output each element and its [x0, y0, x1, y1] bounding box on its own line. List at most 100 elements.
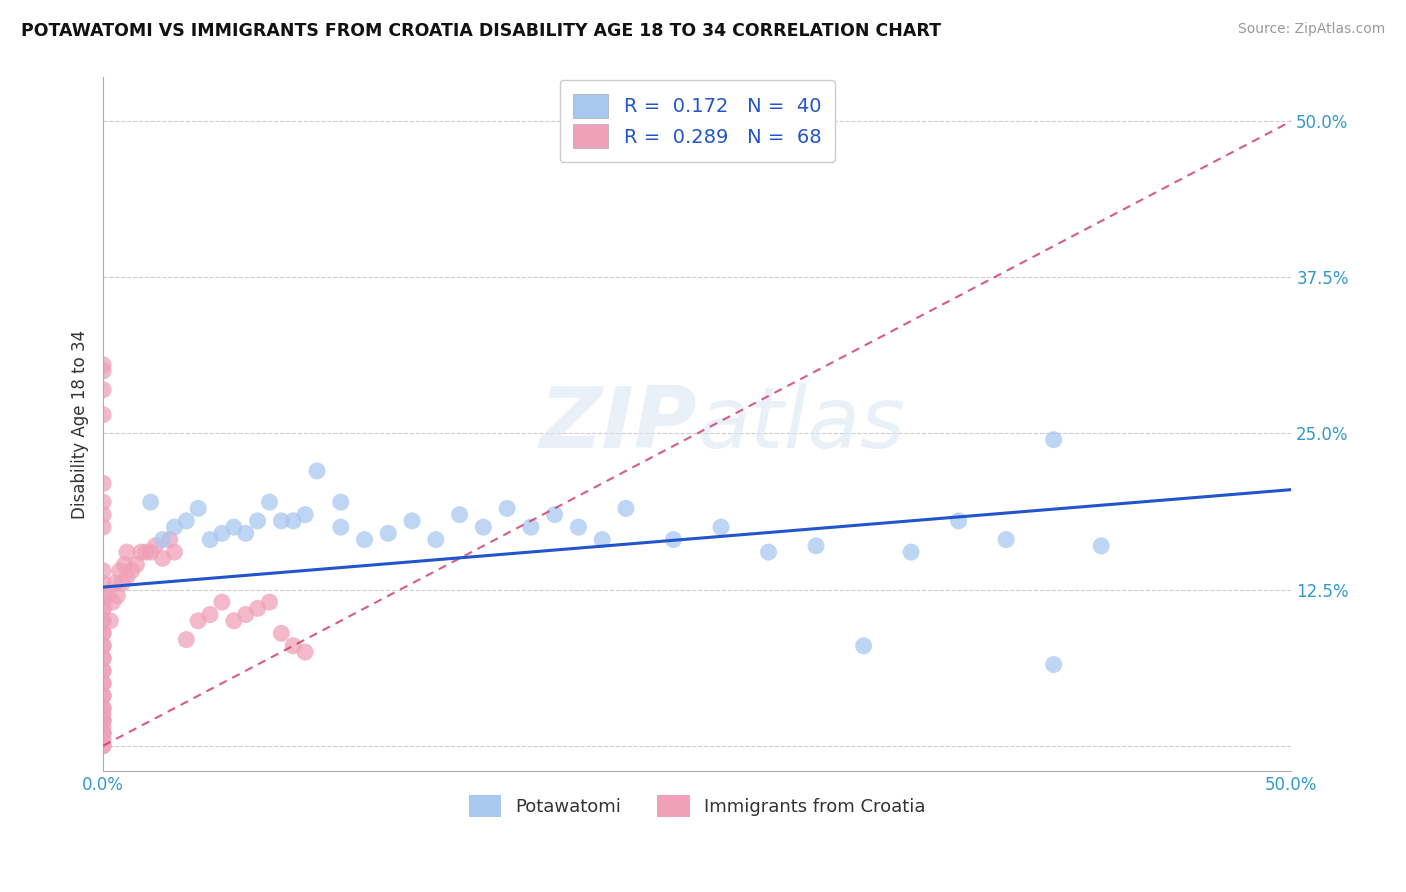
Point	[91, 408, 114, 422]
Point	[91, 726, 114, 740]
Point	[235, 607, 257, 622]
Point	[198, 607, 221, 622]
Point	[97, 589, 120, 603]
Point	[401, 514, 423, 528]
Point	[163, 520, 186, 534]
Point	[91, 689, 114, 703]
Point	[187, 501, 209, 516]
Point	[246, 514, 269, 528]
Point	[121, 564, 143, 578]
Point	[710, 520, 733, 534]
Point	[91, 651, 114, 665]
Point	[125, 558, 148, 572]
Point	[804, 539, 827, 553]
Point	[91, 601, 114, 615]
Point	[1042, 657, 1064, 672]
Point	[91, 476, 114, 491]
Point	[129, 545, 152, 559]
Point	[259, 595, 281, 609]
Point	[329, 495, 352, 509]
Point	[259, 495, 281, 509]
Point	[948, 514, 970, 528]
Point	[283, 514, 305, 528]
Point	[111, 576, 134, 591]
Legend: Potawatomi, Immigrants from Croatia: Potawatomi, Immigrants from Croatia	[461, 788, 934, 824]
Point	[187, 614, 209, 628]
Point	[91, 664, 114, 678]
Point	[91, 601, 114, 615]
Point	[91, 626, 114, 640]
Point	[329, 520, 352, 534]
Point	[152, 533, 174, 547]
Point	[662, 533, 685, 547]
Point	[91, 664, 114, 678]
Point	[98, 614, 121, 628]
Point	[614, 501, 637, 516]
Point	[91, 676, 114, 690]
Point	[104, 576, 127, 591]
Point	[114, 558, 136, 572]
Point	[105, 589, 128, 603]
Point	[91, 720, 114, 734]
Point	[91, 564, 114, 578]
Point	[139, 495, 162, 509]
Point	[145, 539, 167, 553]
Point	[91, 639, 114, 653]
Point	[995, 533, 1018, 547]
Point	[91, 383, 114, 397]
Point	[101, 595, 124, 609]
Point	[91, 520, 114, 534]
Point	[91, 626, 114, 640]
Point	[211, 595, 233, 609]
Point	[91, 701, 114, 715]
Point	[353, 533, 375, 547]
Point	[135, 545, 157, 559]
Point	[900, 545, 922, 559]
Point	[91, 714, 114, 728]
Point	[91, 651, 114, 665]
Point	[472, 520, 495, 534]
Point	[294, 645, 316, 659]
Point	[449, 508, 471, 522]
Point	[425, 533, 447, 547]
Point	[222, 520, 245, 534]
Point	[91, 739, 114, 753]
Point	[115, 570, 138, 584]
Point	[91, 639, 114, 653]
Point	[567, 520, 589, 534]
Point	[270, 626, 292, 640]
Point	[108, 564, 131, 578]
Point	[159, 533, 181, 547]
Text: POTAWATOMI VS IMMIGRANTS FROM CROATIA DISABILITY AGE 18 TO 34 CORRELATION CHART: POTAWATOMI VS IMMIGRANTS FROM CROATIA DI…	[21, 22, 941, 40]
Point	[91, 614, 114, 628]
Point	[283, 639, 305, 653]
Point	[152, 551, 174, 566]
Point	[246, 601, 269, 615]
Point	[377, 526, 399, 541]
Point	[91, 707, 114, 722]
Point	[198, 533, 221, 547]
Text: atlas: atlas	[697, 383, 905, 466]
Point	[91, 495, 114, 509]
Point	[91, 714, 114, 728]
Point	[1042, 433, 1064, 447]
Point	[91, 576, 114, 591]
Point	[235, 526, 257, 541]
Point	[176, 514, 198, 528]
Point	[496, 501, 519, 516]
Point	[91, 364, 114, 378]
Point	[222, 614, 245, 628]
Point	[91, 358, 114, 372]
Point	[91, 689, 114, 703]
Point	[294, 508, 316, 522]
Point	[520, 520, 543, 534]
Point	[115, 545, 138, 559]
Point	[176, 632, 198, 647]
Point	[91, 676, 114, 690]
Point	[163, 545, 186, 559]
Text: ZIP: ZIP	[540, 383, 697, 466]
Text: Source: ZipAtlas.com: Source: ZipAtlas.com	[1237, 22, 1385, 37]
Point	[91, 726, 114, 740]
Point	[591, 533, 613, 547]
Point	[543, 508, 565, 522]
